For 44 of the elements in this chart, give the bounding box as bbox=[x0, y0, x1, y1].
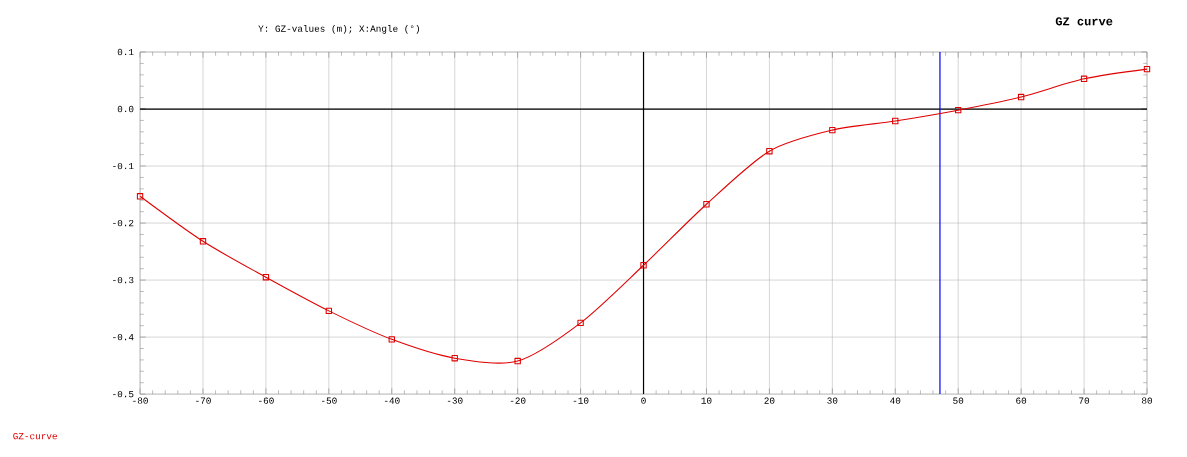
x-tick-label: 20 bbox=[764, 397, 775, 404]
point bbox=[136, 192, 144, 200]
point bbox=[829, 126, 836, 134]
y-tick-label: -0.2 bbox=[113, 219, 134, 226]
x-tick-label: 0 bbox=[641, 397, 646, 404]
x-tick-label: 10 bbox=[701, 397, 712, 404]
point bbox=[325, 307, 333, 314]
point bbox=[388, 335, 395, 343]
y-tick-label: -0.5 bbox=[113, 390, 134, 398]
x-tick-label: -40 bbox=[384, 397, 400, 404]
y-tick-label: -0.1 bbox=[113, 162, 134, 169]
x-tick-label: -20 bbox=[510, 397, 526, 404]
point bbox=[703, 200, 710, 208]
chart-title: GZ curve bbox=[1055, 17, 1113, 26]
y-tick-label: 0.0 bbox=[117, 105, 134, 112]
point bbox=[1017, 93, 1025, 101]
point bbox=[199, 237, 207, 245]
x-tick-label: -50 bbox=[321, 397, 337, 404]
x-tick-label: 50 bbox=[953, 397, 964, 404]
point bbox=[954, 106, 962, 114]
x-tick-label: 70 bbox=[1079, 397, 1090, 404]
x-tick-label: 30 bbox=[827, 397, 838, 404]
point bbox=[451, 354, 458, 362]
x-tick-label: -60 bbox=[259, 397, 274, 404]
y-tick-label: -0.3 bbox=[113, 276, 134, 284]
point bbox=[640, 261, 647, 269]
x-tick-label: -10 bbox=[573, 397, 589, 404]
y-tick-label: -0.4 bbox=[113, 333, 134, 341]
text: Y: GZ-values (m); X:Angle (°) bbox=[258, 24, 420, 34]
y-tick-label: 0.1 bbox=[117, 48, 134, 55]
x-tick-label: 80 bbox=[1142, 397, 1153, 404]
x-tick-label: 60 bbox=[1016, 397, 1027, 404]
point bbox=[577, 319, 584, 326]
point bbox=[514, 357, 521, 365]
point bbox=[1143, 65, 1151, 73]
x-tick-label: -70 bbox=[196, 397, 211, 404]
point bbox=[262, 273, 270, 281]
x-tick-label: 40 bbox=[890, 397, 901, 404]
x-tick-label: -30 bbox=[447, 397, 463, 404]
point bbox=[1080, 75, 1088, 82]
point bbox=[766, 147, 773, 155]
x-tick-label: -80 bbox=[133, 397, 148, 404]
point bbox=[892, 117, 899, 124]
text: GZ-curve bbox=[13, 432, 57, 440]
